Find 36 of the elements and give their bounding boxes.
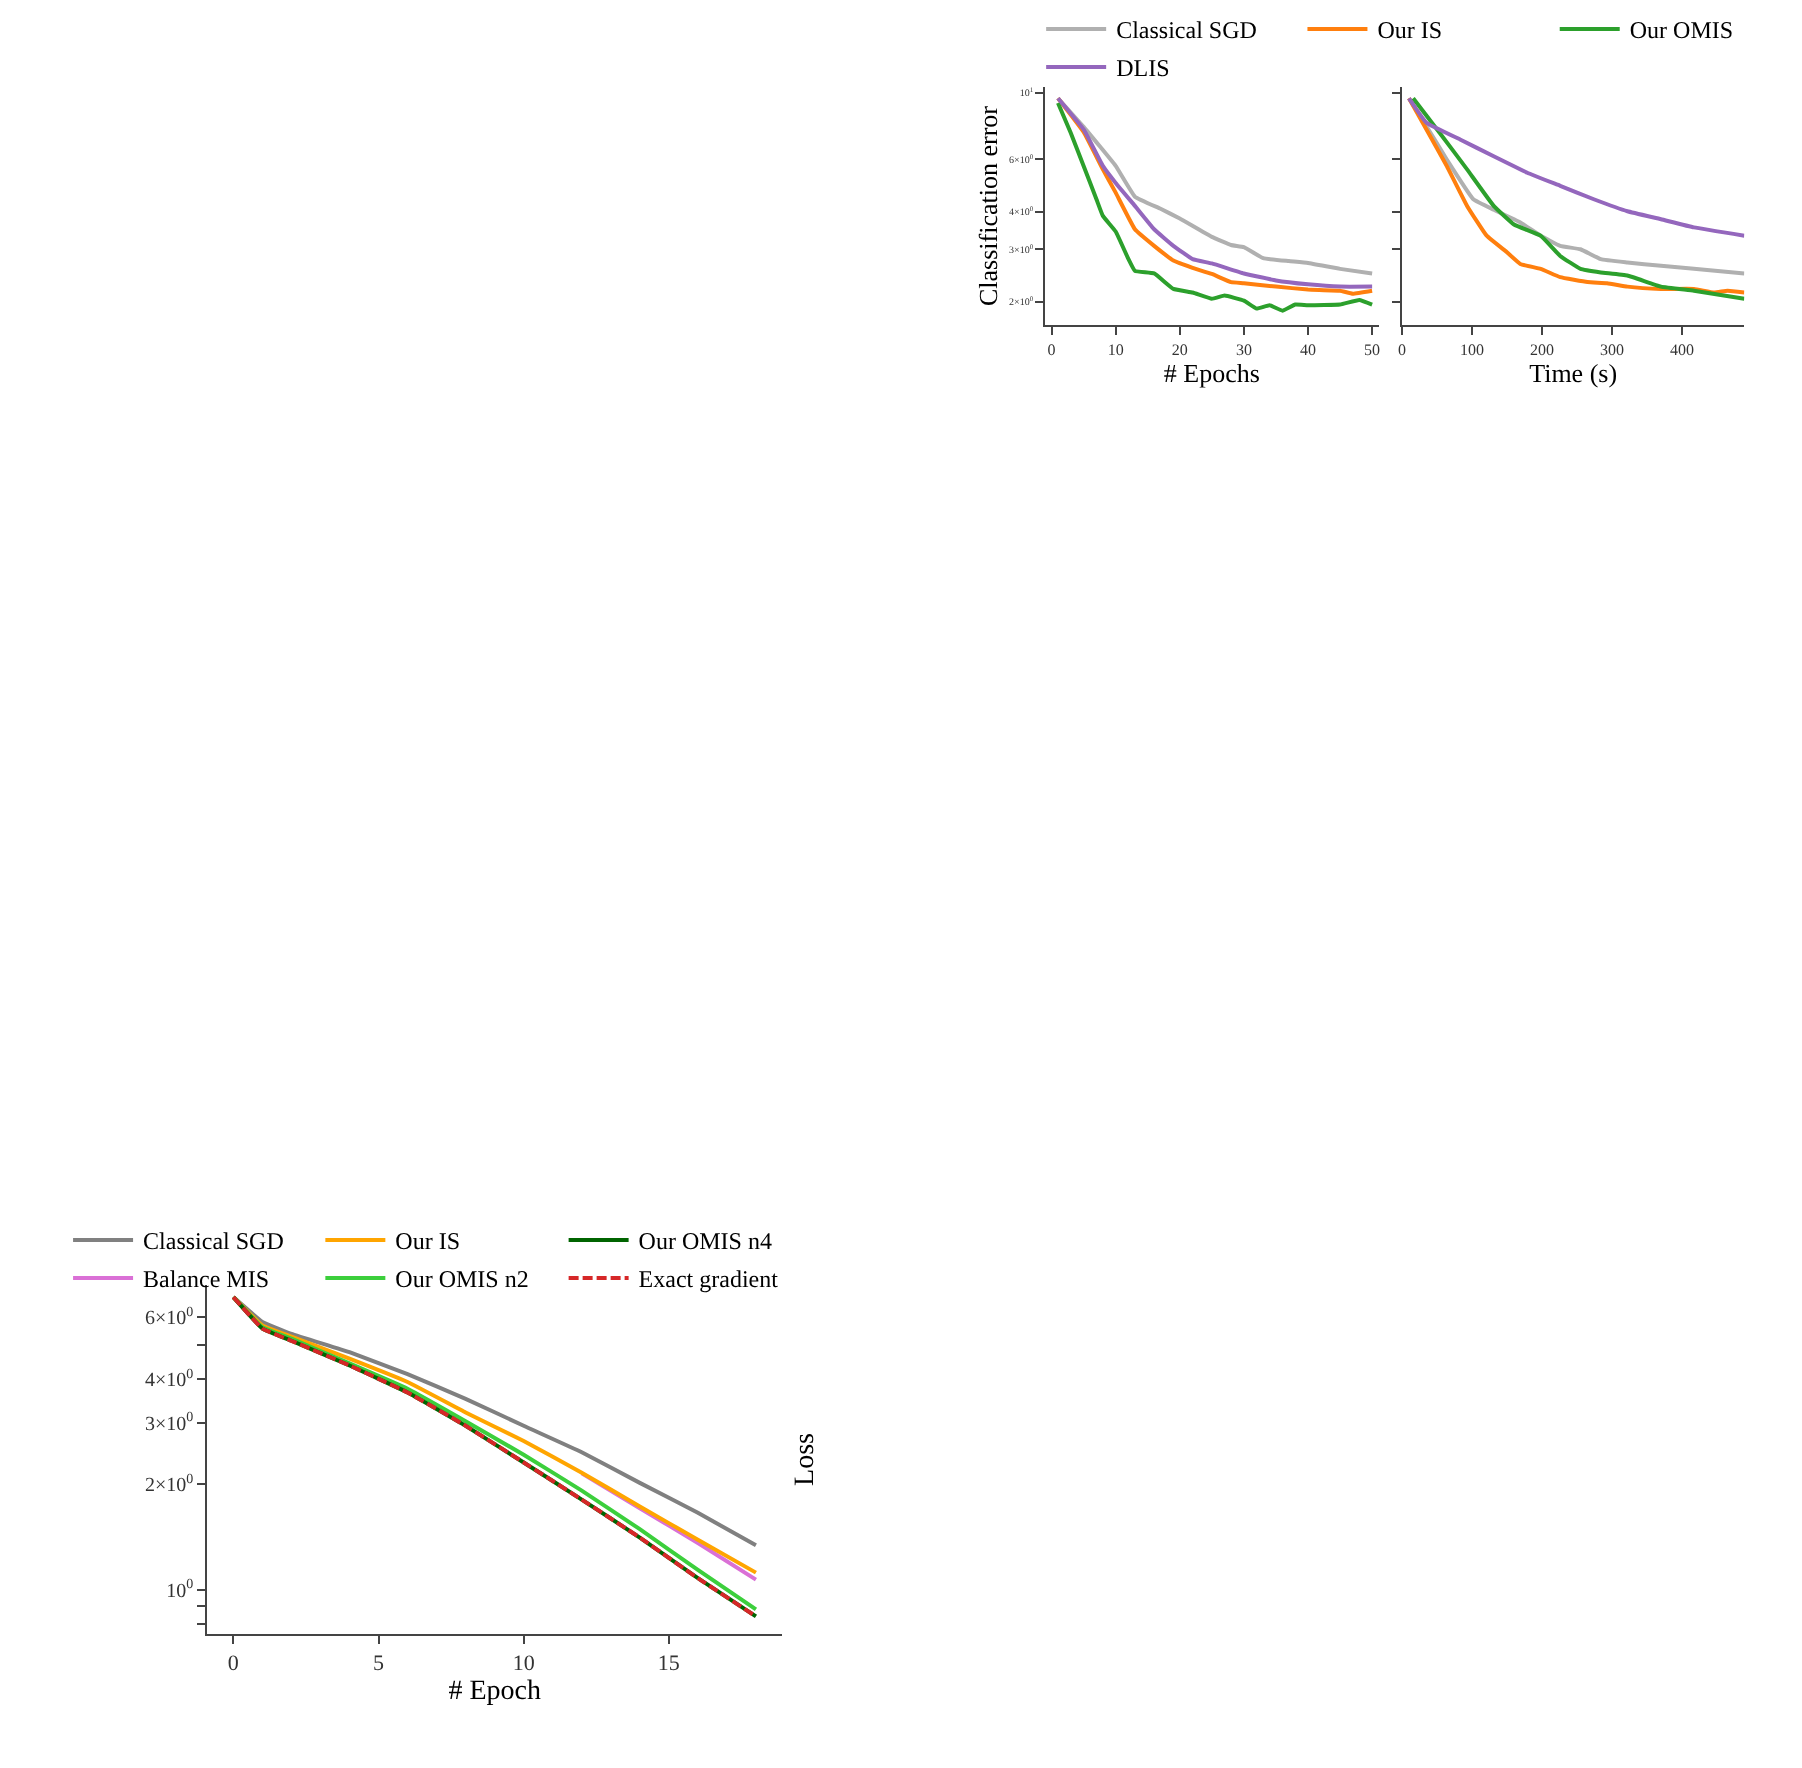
x-tick-label: 10 [1107, 340, 1124, 359]
legend-label: Classical SGD [1116, 16, 1258, 45]
legend-label: DLIS [1116, 54, 1170, 83]
legend-label: Our OMIS [1629, 16, 1734, 45]
x-tick-label: 100 [1459, 340, 1484, 359]
y-tick-label: 6×10$^{0}$ [144, 1303, 195, 1331]
x-tick-label: 200 [1530, 340, 1554, 359]
x-tick-label: 0 [1047, 340, 1056, 359]
y-tick-label: 10$^{0}$ [166, 1576, 195, 1603]
legend-label: Our OMIS n2 [395, 1265, 529, 1294]
x-tick-label: 0 [227, 1652, 240, 1677]
legend-label: Our IS [1377, 16, 1443, 45]
x-tick-label: 400 [1670, 340, 1695, 359]
legend-label: Our OMIS n4 [638, 1227, 772, 1256]
y-tick-label: 2×10$^{0}$ [144, 1471, 195, 1498]
x-tick-label: 300 [1600, 340, 1624, 359]
x-tick-label: 30 [1235, 340, 1252, 359]
legend-label: Our IS [395, 1227, 461, 1256]
x-tick-label: 20 [1171, 340, 1188, 359]
legend-label: Balance MIS [143, 1265, 270, 1294]
x-axis-title: # Epochs [1163, 358, 1260, 389]
y-tick-label: 3×10$^{0}$ [144, 1409, 195, 1436]
y-axis-title: Loss [790, 1433, 821, 1486]
x-tick-label: 50 [1364, 340, 1381, 359]
x-tick-label: 40 [1300, 340, 1316, 359]
x-tick-label: 0 [1397, 340, 1406, 359]
legend-label: Classical SGD [143, 1227, 285, 1256]
x-axis-title: # Epoch [448, 1676, 541, 1707]
x-tick-label: 15 [657, 1652, 681, 1677]
x-tick-label: 10 [512, 1652, 536, 1677]
y-axis-title: Classification error [972, 104, 1003, 306]
line-series [579, 1471, 758, 1582]
legend-label: Exact gradient [638, 1265, 780, 1294]
x-axis-title: Time (s) [1529, 358, 1618, 389]
x-tick-label: 5 [373, 1652, 386, 1677]
y-tick-label: 4×10$^{0}$ [144, 1365, 195, 1392]
